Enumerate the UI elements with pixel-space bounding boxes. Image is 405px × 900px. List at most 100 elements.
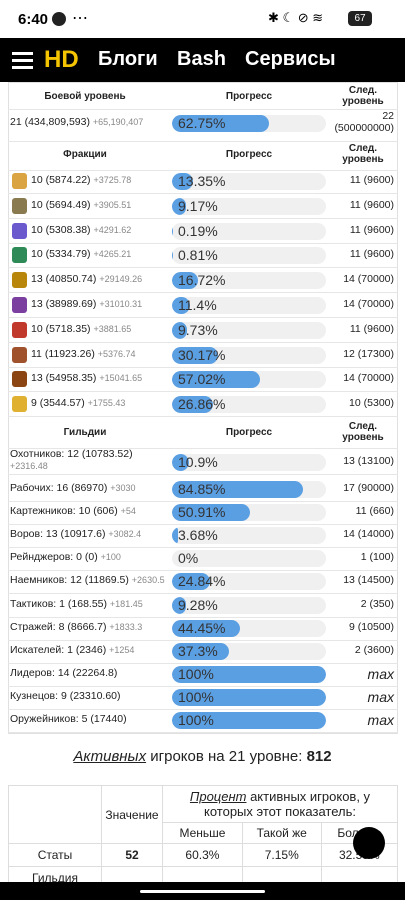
progress-track — [172, 272, 326, 290]
progress-label: 11.4% — [178, 297, 217, 313]
progress-label: 9.28% — [178, 596, 218, 613]
floating-button[interactable] — [353, 827, 385, 859]
progress-fill — [172, 712, 326, 729]
cell: 60.3% — [162, 843, 243, 867]
progress-track — [172, 665, 326, 683]
gain: +4291.62 — [93, 224, 132, 235]
current: 10 (5334.79) — [31, 248, 91, 261]
gain: +54 — [120, 506, 136, 517]
header-cell: След. уровень — [342, 143, 384, 165]
row-separator — [8, 267, 398, 269]
header: HD Блоги Bash Сервисы — [0, 38, 405, 82]
next-level: 1 (100) — [360, 551, 394, 564]
current: Воров: 13 (10917.6) — [10, 528, 106, 541]
progress-track — [172, 197, 326, 215]
row-separator — [8, 317, 398, 318]
logo[interactable]: HD — [44, 46, 79, 73]
progress-track — [172, 712, 326, 729]
row-separator — [8, 593, 398, 595]
next-level: max — [367, 712, 394, 728]
link[interactable]: Активных — [73, 748, 147, 765]
progress-label: 16.72% — [178, 272, 226, 289]
link[interactable]: Процент — [189, 789, 247, 804]
progress-fill — [172, 504, 251, 522]
row-separator — [8, 616, 398, 618]
row-separator — [8, 341, 398, 343]
faction-icon — [12, 297, 27, 313]
faction-icon — [12, 321, 27, 338]
current: Стражей: 8 (8666.7) — [10, 620, 107, 633]
status-bar: 6:40 ⋯ ✱ ☾ ⊘ ≋ 67 — [0, 0, 405, 38]
row-label: Наемников: 12 (11869.5) +2630.5 — [10, 574, 165, 586]
row-separator — [8, 416, 398, 418]
row-separator — [8, 662, 398, 664]
nav-link[interactable]: Сервисы — [245, 48, 336, 70]
current: 13 (54958.35) — [31, 372, 97, 385]
text: активных игроков, у которых этот показат… — [204, 789, 371, 819]
next-level: 14 (70000) — [343, 298, 394, 310]
cell: 7.15% — [241, 843, 322, 867]
next-level: 14 (14000) — [343, 528, 394, 541]
gain: +5376.74 — [97, 348, 136, 359]
nav-link[interactable]: Блоги — [98, 48, 158, 70]
row-label: 10 (5334.79) +4265.21 — [31, 248, 131, 260]
gain: +2316.48 — [10, 461, 48, 471]
progress-track — [172, 596, 326, 614]
current: Тактиков: 1 (168.55) — [10, 597, 107, 610]
row-label: 10 (5874.22) +3725.78 — [31, 174, 131, 186]
header-cell: Гильдии — [63, 426, 107, 438]
row-label: 13 (38989.69) +31010.31 — [31, 298, 142, 310]
next-level: 12 (17300) — [343, 347, 394, 360]
row-separator — [8, 448, 398, 449]
next-level: 2 (3600) — [354, 643, 394, 656]
progress-track — [172, 115, 326, 132]
row-label: Искателей: 1 (2346) +1254 — [10, 644, 134, 656]
home-indicator[interactable] — [140, 890, 265, 893]
gain: +4265.21 — [93, 249, 132, 260]
progress-fill — [172, 321, 187, 339]
progress-fill — [172, 272, 198, 290]
next-level: 14 (70000) — [343, 372, 394, 385]
progress-track — [172, 396, 326, 414]
next-level: 11 (9600) — [349, 248, 394, 261]
progress-track — [172, 173, 326, 190]
row-separator — [8, 732, 398, 733]
next-level: 9 (10500) — [349, 620, 394, 633]
menu-button[interactable] — [12, 52, 33, 55]
current: Наемников: 12 (11869.5) — [10, 574, 129, 587]
header-cell: Процент активных игроков, у которых этот… — [162, 785, 398, 823]
current: 9 (3544.57) — [31, 397, 85, 410]
progress-track — [172, 222, 326, 240]
progress-label: 9.73% — [178, 321, 218, 338]
next-level: 22 (500000000) — [334, 110, 394, 134]
progress-label: 26.86% — [178, 396, 226, 413]
progress-fill — [172, 527, 178, 545]
row-label: 9 (3544.57) +1755.43 — [31, 397, 125, 409]
next-level: max — [367, 688, 394, 705]
next-level: 13 (13100) — [343, 455, 394, 467]
current: Рабочих: 16 (86970) — [10, 482, 108, 494]
progress-label: 50.91% — [178, 504, 226, 521]
header-cell: Фракции — [63, 148, 107, 160]
active-players: Активных игроков на 21 уровне: 812 — [0, 748, 405, 765]
progress-label: 84.85% — [178, 481, 226, 497]
current: Картежников: 10 (606) — [10, 505, 118, 518]
next-level: 11 (9600) — [349, 198, 394, 211]
gain: +100 — [100, 552, 121, 563]
faction-icon — [12, 371, 27, 388]
nav-link[interactable]: Bash — [177, 48, 226, 70]
header-cell: Прогресс — [225, 426, 273, 438]
progress-label: 0.19% — [178, 222, 218, 239]
progress-label: 57.02% — [178, 371, 226, 388]
current: Рейнджеров: 0 (0) — [10, 551, 98, 564]
stats-table: Значение Процент активных игроков, у кот… — [8, 785, 399, 890]
next-level: 11 (660) — [355, 505, 394, 518]
value: 812 — [306, 748, 332, 765]
icons: ✱ ☾ ⊘ ≋ — [268, 10, 324, 25]
progress-fill — [172, 688, 326, 706]
progress-track — [172, 321, 326, 339]
text: игроков на 21 уровне: — [150, 748, 303, 765]
icon: ⋯ — [72, 10, 88, 27]
row-separator — [8, 547, 398, 549]
gain: +1833.3 — [109, 621, 143, 632]
